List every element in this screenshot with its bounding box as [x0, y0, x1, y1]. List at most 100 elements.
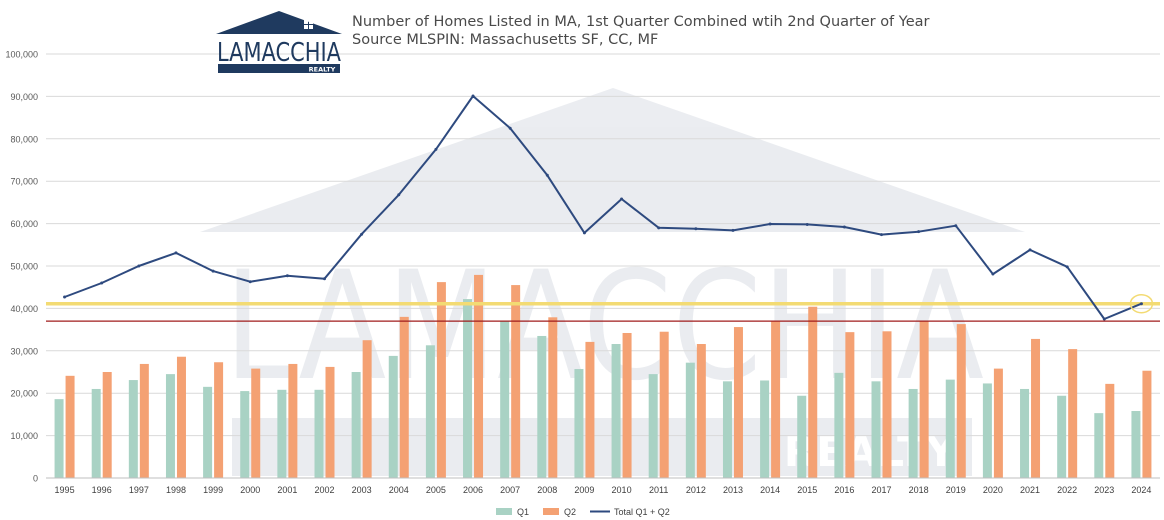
x-tick-label: 2006 [463, 485, 483, 495]
x-tick-label: 1997 [129, 485, 149, 495]
point-total-1996 [100, 281, 104, 285]
bar-q1-2016 [834, 372, 844, 478]
x-tick-label: 2024 [1131, 485, 1151, 495]
bar-q2-1995 [65, 375, 75, 478]
bar-q2-2012 [696, 344, 706, 478]
bar-q2-2015 [808, 306, 818, 478]
bar-q2-1998 [176, 356, 186, 478]
point-total-2001 [285, 274, 289, 278]
bar-q2-2013 [733, 327, 743, 478]
bar-q2-2014 [771, 321, 781, 478]
gridlines [46, 53, 1160, 437]
x-tick-label: 2017 [871, 485, 891, 495]
bar-q2-2003 [362, 340, 372, 478]
bar-q2-2005 [436, 282, 446, 478]
bar-q2-2007 [511, 285, 521, 478]
point-total-2018 [917, 230, 921, 234]
bar-q2-2004 [399, 316, 409, 478]
bar-q1-2011 [648, 374, 658, 478]
legend-swatch-q2 [543, 508, 559, 515]
watermark-brand: LAMACCHIA [224, 240, 984, 414]
bar-q1-2023 [1094, 413, 1104, 478]
y-tick-label: 30,000 [10, 346, 38, 356]
x-tick-label: 1995 [55, 485, 75, 495]
bar-q1-2000 [240, 391, 250, 478]
point-total-1998 [174, 251, 178, 255]
bar-q1-2003 [351, 372, 361, 478]
line-total-q1-q2 [64, 95, 1142, 320]
bar-q1-2021 [1020, 388, 1030, 478]
point-total-2002 [323, 277, 326, 281]
point-total-2007 [508, 126, 512, 130]
bar-q1-2014 [760, 380, 770, 478]
logo-roof-icon [216, 11, 342, 34]
x-tick-label: 1996 [92, 485, 112, 495]
total-line [63, 94, 1154, 321]
y-tick-label: 0 [33, 474, 38, 484]
x-tick-label: 2015 [797, 485, 817, 495]
bar-q2-2021 [1031, 338, 1041, 478]
x-tick-label: 2016 [834, 485, 854, 495]
x-tick-label: 2010 [612, 485, 632, 495]
bar-q1-2024 [1131, 411, 1141, 478]
point-total-2022 [1065, 265, 1069, 269]
bar-q1-2020 [982, 383, 992, 478]
point-total-2004 [397, 193, 401, 197]
bar-q2-1999 [214, 362, 224, 478]
x-tick-label: 2020 [983, 485, 1003, 495]
bar-q1-2002 [314, 389, 324, 478]
point-total-2014 [768, 222, 772, 226]
bar-q1-1999 [203, 386, 213, 478]
bar-q2-2020 [993, 368, 1003, 478]
bar-q2-2008 [548, 317, 558, 478]
y-tick-label: 10,000 [10, 431, 38, 441]
legend-label-q2: Q2 [564, 507, 576, 517]
x-tick-label: 1998 [166, 485, 186, 495]
legend: Q1 Q2 Total Q1 + Q2 [496, 507, 670, 517]
bar-q2-2018 [919, 320, 929, 478]
watermark-roof [200, 88, 1025, 232]
legend-swatch-q1 [496, 508, 512, 515]
bar-q2-2016 [845, 332, 855, 478]
point-total-2005 [434, 147, 438, 151]
point-total-2011 [657, 226, 661, 230]
y-tick-label: 40,000 [10, 304, 38, 314]
logo-band [218, 64, 340, 73]
x-tick-label: 2001 [277, 485, 297, 495]
bar-q2-1996 [102, 372, 112, 478]
logo-brand: LAMACCHIA [217, 38, 341, 68]
y-axis: 0 10,000 20,000 30,000 40,000 50,000 60,000 70,… [5, 50, 38, 484]
bar-q2-2017 [882, 331, 892, 478]
x-tick-label: 2004 [389, 485, 409, 495]
lamacchia-logo: LAMACCHIA REALTY [216, 11, 342, 74]
y-tick-label: 70,000 [10, 177, 38, 187]
reference-lines [46, 301, 1160, 322]
title-line-2: Source MLSPIN: Massachusetts SF, CC, MF [352, 32, 659, 48]
y-tick-label: 50,000 [10, 262, 38, 272]
bar-q2-2000 [251, 368, 261, 478]
point-total-2003 [360, 232, 364, 236]
bar-q1-2006 [463, 299, 473, 478]
point-total-2013 [731, 228, 735, 232]
x-tick-label: 2019 [946, 485, 966, 495]
bar-q1-1998 [165, 374, 175, 478]
y-tick-label: 90,000 [10, 92, 38, 102]
bar-q1-2001 [277, 389, 287, 478]
x-tick-label: 2018 [909, 485, 929, 495]
point-total-2021 [1028, 248, 1032, 252]
x-tick-label: 2000 [240, 485, 260, 495]
bar-q1-2007 [500, 321, 510, 478]
bar-q1-2008 [537, 335, 547, 478]
y-tick-label: 60,000 [10, 219, 38, 229]
x-tick-label: 2011 [649, 485, 668, 495]
bar-q2-2019 [956, 324, 966, 478]
bar-q1-2004 [388, 355, 398, 478]
x-tick-label: 2012 [686, 485, 706, 495]
bar-q2-2010 [622, 332, 632, 478]
x-tick-label: 2022 [1057, 485, 1077, 495]
y-tick-label: 80,000 [10, 134, 38, 144]
point-total-2017 [880, 233, 883, 237]
point-total-1995 [63, 295, 67, 299]
chart-title: Number of Homes Listed in MA, 1st Quarte… [352, 13, 929, 49]
bar-q1-2005 [425, 345, 435, 478]
